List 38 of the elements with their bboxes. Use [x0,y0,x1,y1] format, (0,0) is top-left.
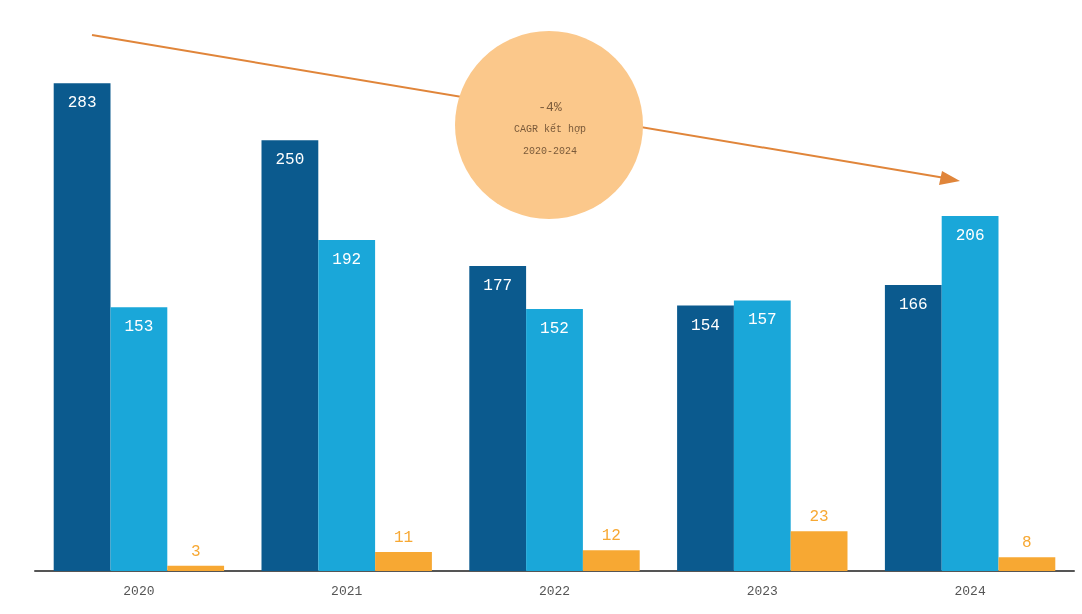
data-label: 154 [691,316,720,335]
bar [998,557,1056,571]
bar [375,552,432,571]
data-label: 152 [540,320,569,339]
bar [110,307,168,571]
annotation: CAGR kết hợp [513,122,587,137]
bar [53,83,111,571]
bar [167,565,225,571]
data-label: 192 [332,251,362,270]
data-label: 8 [1022,534,1032,553]
bar [790,531,848,571]
data-label: 283 [67,94,97,113]
data-label: 250 [275,151,305,170]
data-label: 23 [809,508,829,527]
data-label: 3 [190,542,201,561]
bar [582,550,640,571]
annotation: -4% [537,99,563,117]
data-label: 166 [898,295,928,314]
x-tick-label: 2024 [954,584,986,599]
data-label: 12 [601,527,621,546]
x-tick-label: 2023 [746,584,778,599]
bar [677,305,734,571]
x-tick-label: 2020 [123,584,155,599]
bar [941,215,999,571]
data-label: 157 [747,311,777,330]
bar [318,240,376,571]
data-label: 177 [483,276,513,295]
bar [526,309,583,571]
x-tick-label: 2022 [538,584,571,599]
bar [884,284,942,571]
data-label: 206 [955,226,985,245]
data-label: 11 [393,529,414,548]
data-label: 153 [124,318,154,337]
x-tick-label: 2021 [331,584,363,599]
bar [733,300,791,571]
bar [261,140,319,571]
bar [469,265,527,571]
annotation: 2020-2024 [522,145,578,159]
